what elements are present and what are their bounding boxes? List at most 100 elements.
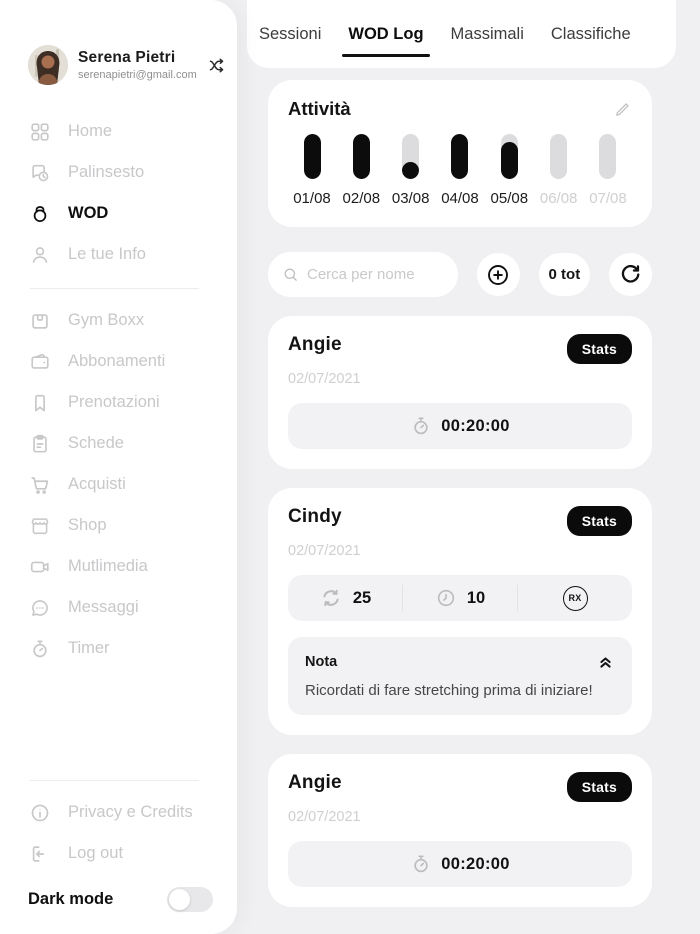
wod-card: Cindy Stats 02/07/2021 25	[268, 488, 652, 735]
search-icon	[284, 268, 297, 281]
sidebar-item-timer[interactable]: Timer	[28, 628, 213, 669]
sidebar-item-schede[interactable]: Schede	[28, 423, 213, 464]
nav-primary: Home Palinsesto	[28, 111, 213, 275]
sidebar-item-label: Privacy e Credits	[68, 803, 193, 821]
activity-bar: 03/08	[387, 134, 435, 207]
edit-pencil-icon[interactable]	[612, 100, 632, 120]
sidebar-spacer	[28, 669, 213, 767]
tab-bar: Sessioni WOD Log Massimali Classifiche	[247, 0, 676, 68]
main-content: Attività 01/08 02/08 03/0	[268, 80, 652, 907]
sidebar-item-logout[interactable]: Log out	[28, 833, 213, 874]
clipboard-icon	[28, 432, 52, 456]
collapse-chevrons-icon[interactable]	[596, 652, 615, 671]
sidebar-item-gym-boxx[interactable]: Gym Boxx	[28, 300, 213, 341]
sidebar-item-multimedia[interactable]: Mutlimedia	[28, 546, 213, 587]
sidebar-item-le-tue-info[interactable]: Le tue Info	[28, 234, 213, 275]
stopwatch-icon	[28, 637, 52, 661]
activity-bar: 06/08	[535, 134, 583, 207]
box-icon	[28, 309, 52, 333]
profile-name: Serena Pietri	[78, 49, 176, 66]
sidebar-item-label: Messaggi	[68, 598, 139, 616]
video-icon	[28, 555, 52, 579]
wod-stats-bar: 25 10 RX	[288, 575, 632, 621]
wod-name: Cindy	[288, 506, 342, 527]
sidebar-item-label: Schede	[68, 434, 124, 452]
sidebar-item-shop[interactable]: Shop	[28, 505, 213, 546]
sidebar-item-label: Abbonamenti	[68, 352, 166, 370]
total-count-badge: 0 tot	[538, 253, 591, 296]
activity-day-label: 06/08	[539, 190, 578, 207]
dark-mode-toggle[interactable]	[167, 887, 213, 912]
tab-massimali[interactable]: Massimali	[450, 24, 524, 43]
sidebar-item-label: Prenotazioni	[68, 393, 160, 411]
sidebar-item-prenotazioni[interactable]: Prenotazioni	[28, 382, 213, 423]
activity-day-label: 04/08	[441, 190, 479, 207]
sidebar-item-messaggi[interactable]: Messaggi	[28, 587, 213, 628]
activity-day-label: 05/08	[490, 190, 529, 207]
kettlebell-icon	[28, 202, 52, 226]
refresh-icon	[621, 265, 640, 283]
profile-email: serenapietri@gmail.com	[78, 69, 197, 81]
tab-classifiche[interactable]: Classifiche	[550, 24, 631, 43]
activity-bar: 02/08	[337, 134, 385, 207]
search-box	[268, 252, 458, 297]
rx-segment: RX	[517, 585, 632, 611]
sidebar-item-label: Home	[68, 122, 113, 140]
sidebar-item-palinsesto[interactable]: Palinsesto	[28, 152, 213, 193]
sidebar-item-privacy[interactable]: Privacy e Credits	[28, 792, 213, 833]
wod-name: Angie	[288, 334, 342, 355]
stats-button[interactable]: Stats	[566, 506, 632, 536]
wod-date: 02/07/2021	[288, 543, 361, 559]
stats-button[interactable]: Stats	[566, 334, 632, 364]
person-icon	[28, 243, 52, 267]
avatar	[28, 45, 68, 85]
activity-day-label: 03/08	[391, 190, 430, 207]
stats-button[interactable]: Stats	[566, 772, 632, 802]
refresh-button[interactable]	[608, 253, 652, 296]
dark-mode-row: Dark mode	[28, 887, 213, 912]
info-icon	[28, 801, 52, 825]
activity-bars: 01/08 02/08 03/08 04/08 05/08	[288, 134, 632, 207]
tab-sessioni[interactable]: Sessioni	[259, 24, 322, 43]
activity-bar: 04/08	[436, 134, 484, 207]
sidebar-item-label: Le tue Info	[68, 245, 146, 263]
search-input[interactable]	[307, 266, 444, 283]
clock-icon	[435, 587, 457, 609]
activity-card: Attività 01/08 02/08 03/0	[268, 80, 652, 227]
add-wod-button[interactable]	[476, 253, 520, 296]
wod-card: Angie Stats 02/07/2021 00:20:00	[268, 316, 652, 469]
profile: Serena Pietri serenapietri@gmail.com	[28, 45, 224, 85]
shuffle-icon[interactable]	[207, 55, 228, 76]
wod-date: 02/07/2021	[288, 371, 361, 387]
tab-wod-log[interactable]: WOD Log	[342, 24, 430, 57]
sidebar-item-label: Gym Boxx	[68, 311, 145, 329]
note-box: Nota Ricordati di fare stretching prima …	[288, 637, 632, 715]
sidebar-item-label: Palinsesto	[68, 163, 145, 181]
stopwatch-icon	[410, 853, 432, 875]
stopwatch-icon	[410, 415, 432, 437]
sidebar-item-abbonamenti[interactable]: Abbonamenti	[28, 341, 213, 382]
chat-icon	[28, 596, 52, 620]
profile-info: Serena Pietri serenapietri@gmail.com	[78, 49, 197, 81]
sidebar-item-label: Shop	[68, 516, 107, 534]
duration-segment: 10	[402, 585, 517, 611]
bookmark-icon	[28, 391, 52, 415]
toggle-knob	[169, 889, 190, 910]
dark-mode-label: Dark mode	[28, 890, 114, 908]
sidebar-item-home[interactable]: Home	[28, 111, 213, 152]
wod-time-bar: 00:20:00	[288, 403, 632, 449]
wod-time-bar: 00:20:00	[288, 841, 632, 887]
activity-day-label: 01/08	[293, 190, 331, 207]
schedule-icon	[28, 161, 52, 185]
note-title: Nota	[305, 653, 338, 670]
rounds-value: 25	[352, 588, 372, 607]
rounds-segment: 25	[288, 585, 402, 611]
sidebar-item-acquisti[interactable]: Acquisti	[28, 464, 213, 505]
wod-time: 00:20:00	[441, 416, 510, 435]
activity-bar: 05/08	[485, 134, 533, 207]
cart-icon	[28, 473, 52, 497]
sidebar-divider-bottom	[30, 780, 199, 781]
sidebar-item-wod[interactable]: WOD	[28, 193, 213, 234]
nav-secondary: Gym Boxx Abbonamenti Pre	[28, 300, 213, 669]
